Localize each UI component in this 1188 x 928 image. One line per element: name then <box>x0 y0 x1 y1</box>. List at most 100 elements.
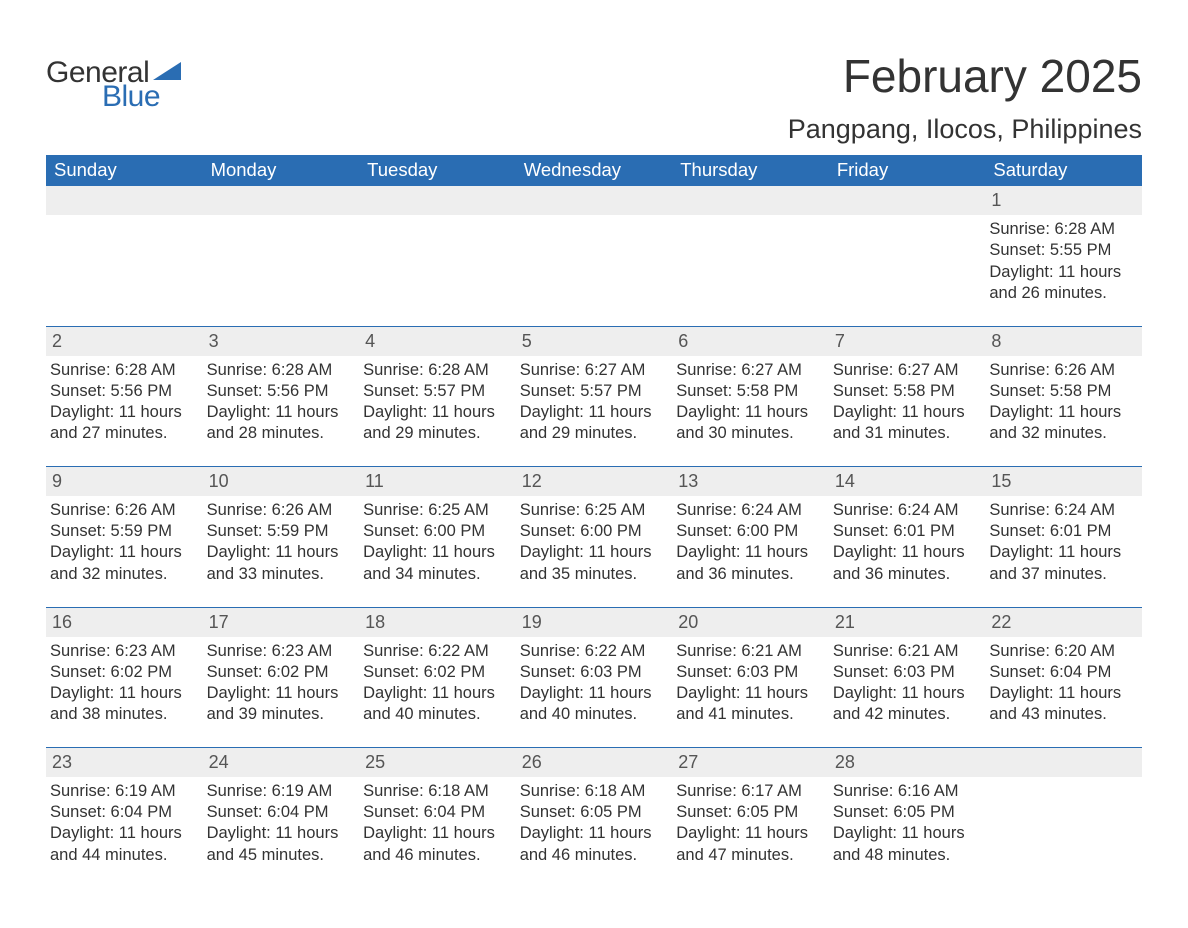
day-cell: Sunrise: 6:18 AMSunset: 6:05 PMDaylight:… <box>516 777 673 887</box>
sunrise-line: Sunrise: 6:18 AM <box>520 781 669 802</box>
sunset-line: Sunset: 5:58 PM <box>676 381 825 402</box>
day-number-row: 2345678 <box>46 327 1142 356</box>
sunset-line: Sunset: 6:04 PM <box>989 662 1138 683</box>
calendar-body: 1Sunrise: 6:28 AMSunset: 5:55 PMDaylight… <box>46 186 1142 887</box>
sunset-line: Sunset: 5:59 PM <box>50 521 199 542</box>
day-number-cell: 4 <box>359 327 516 356</box>
sunset-line: Sunset: 6:01 PM <box>989 521 1138 542</box>
day-body-row: Sunrise: 6:26 AMSunset: 5:59 PMDaylight:… <box>46 496 1142 607</box>
daylight-line-2: and 45 minutes. <box>207 845 356 866</box>
sunset-line: Sunset: 5:59 PM <box>207 521 356 542</box>
daylight-line-1: Daylight: 11 hours <box>207 683 356 704</box>
sunrise-line: Sunrise: 6:26 AM <box>207 500 356 521</box>
title-block: February 2025 Pangpang, Ilocos, Philippi… <box>788 52 1142 145</box>
day-number-row: 1 <box>46 186 1142 215</box>
empty-cell <box>203 215 360 326</box>
sunset-line: Sunset: 6:04 PM <box>50 802 199 823</box>
day-number-cell: 9 <box>46 467 203 496</box>
sunrise-line: Sunrise: 6:26 AM <box>989 360 1138 381</box>
sunrise-line: Sunrise: 6:24 AM <box>833 500 982 521</box>
sunset-line: Sunset: 6:05 PM <box>676 802 825 823</box>
daylight-line-1: Daylight: 11 hours <box>989 683 1138 704</box>
day-cell: Sunrise: 6:27 AMSunset: 5:58 PMDaylight:… <box>829 356 986 467</box>
sunset-line: Sunset: 6:02 PM <box>363 662 512 683</box>
daylight-line-2: and 37 minutes. <box>989 564 1138 585</box>
day-cell: Sunrise: 6:27 AMSunset: 5:58 PMDaylight:… <box>672 356 829 467</box>
day-number-cell: 11 <box>359 467 516 496</box>
day-cell: Sunrise: 6:24 AMSunset: 6:01 PMDaylight:… <box>985 496 1142 607</box>
daylight-line-2: and 38 minutes. <box>50 704 199 725</box>
day-number-cell: 20 <box>672 608 829 637</box>
empty-cell <box>359 186 516 215</box>
weekday-header: Tuesday <box>359 155 516 186</box>
sunrise-line: Sunrise: 6:23 AM <box>207 641 356 662</box>
empty-cell <box>985 748 1142 777</box>
day-cell: Sunrise: 6:26 AMSunset: 5:58 PMDaylight:… <box>985 356 1142 467</box>
daylight-line-1: Daylight: 11 hours <box>50 402 199 423</box>
sunrise-line: Sunrise: 6:28 AM <box>989 219 1138 240</box>
daylight-line-2: and 36 minutes. <box>676 564 825 585</box>
sunrise-line: Sunrise: 6:23 AM <box>50 641 199 662</box>
day-cell: Sunrise: 6:22 AMSunset: 6:02 PMDaylight:… <box>359 637 516 748</box>
daylight-line-1: Daylight: 11 hours <box>50 542 199 563</box>
daylight-line-2: and 36 minutes. <box>833 564 982 585</box>
sunrise-line: Sunrise: 6:28 AM <box>363 360 512 381</box>
daylight-line-2: and 35 minutes. <box>520 564 669 585</box>
weekday-header: Friday <box>829 155 986 186</box>
daylight-line-2: and 28 minutes. <box>207 423 356 444</box>
day-number-cell: 12 <box>516 467 673 496</box>
day-cell: Sunrise: 6:25 AMSunset: 6:00 PMDaylight:… <box>516 496 673 607</box>
header: General Blue February 2025 Pangpang, Ilo… <box>46 52 1142 145</box>
sunset-line: Sunset: 6:05 PM <box>833 802 982 823</box>
empty-cell <box>516 186 673 215</box>
daylight-line-2: and 48 minutes. <box>833 845 982 866</box>
daylight-line-2: and 32 minutes. <box>50 564 199 585</box>
sunset-line: Sunset: 6:04 PM <box>363 802 512 823</box>
daylight-line-2: and 32 minutes. <box>989 423 1138 444</box>
daylight-line-2: and 26 minutes. <box>989 283 1138 304</box>
daylight-line-2: and 39 minutes. <box>207 704 356 725</box>
sunset-line: Sunset: 6:01 PM <box>833 521 982 542</box>
day-body-row: Sunrise: 6:28 AMSunset: 5:55 PMDaylight:… <box>46 215 1142 326</box>
sunrise-line: Sunrise: 6:21 AM <box>833 641 982 662</box>
day-body-row: Sunrise: 6:23 AMSunset: 6:02 PMDaylight:… <box>46 637 1142 748</box>
daylight-line-2: and 46 minutes. <box>363 845 512 866</box>
empty-cell <box>829 215 986 326</box>
day-number-cell: 21 <box>829 608 986 637</box>
day-number-cell: 2 <box>46 327 203 356</box>
day-cell: Sunrise: 6:24 AMSunset: 6:00 PMDaylight:… <box>672 496 829 607</box>
sunset-line: Sunset: 6:03 PM <box>520 662 669 683</box>
sunset-line: Sunset: 5:58 PM <box>833 381 982 402</box>
daylight-line-2: and 43 minutes. <box>989 704 1138 725</box>
day-number-row: 9101112131415 <box>46 467 1142 496</box>
day-number-cell: 7 <box>829 327 986 356</box>
daylight-line-2: and 46 minutes. <box>520 845 669 866</box>
day-number-row: 232425262728 <box>46 748 1142 777</box>
sunrise-line: Sunrise: 6:28 AM <box>50 360 199 381</box>
sunrise-line: Sunrise: 6:25 AM <box>520 500 669 521</box>
day-cell: Sunrise: 6:25 AMSunset: 6:00 PMDaylight:… <box>359 496 516 607</box>
daylight-line-1: Daylight: 11 hours <box>989 542 1138 563</box>
daylight-line-2: and 47 minutes. <box>676 845 825 866</box>
sunset-line: Sunset: 6:05 PM <box>520 802 669 823</box>
daylight-line-2: and 34 minutes. <box>363 564 512 585</box>
page-root: General Blue February 2025 Pangpang, Ilo… <box>0 0 1188 928</box>
daylight-line-1: Daylight: 11 hours <box>676 683 825 704</box>
day-number-cell: 19 <box>516 608 673 637</box>
empty-cell <box>829 186 986 215</box>
sunset-line: Sunset: 6:02 PM <box>207 662 356 683</box>
day-number-cell: 14 <box>829 467 986 496</box>
day-body-row: Sunrise: 6:28 AMSunset: 5:56 PMDaylight:… <box>46 356 1142 467</box>
daylight-line-2: and 42 minutes. <box>833 704 982 725</box>
daylight-line-1: Daylight: 11 hours <box>989 262 1138 283</box>
day-number-cell: 23 <box>46 748 203 777</box>
sunrise-line: Sunrise: 6:24 AM <box>676 500 825 521</box>
empty-cell <box>516 215 673 326</box>
month-title: February 2025 <box>788 52 1142 100</box>
day-body-row: Sunrise: 6:19 AMSunset: 6:04 PMDaylight:… <box>46 777 1142 887</box>
daylight-line-2: and 29 minutes. <box>520 423 669 444</box>
daylight-line-1: Daylight: 11 hours <box>520 402 669 423</box>
daylight-line-2: and 31 minutes. <box>833 423 982 444</box>
empty-cell <box>203 186 360 215</box>
daylight-line-2: and 41 minutes. <box>676 704 825 725</box>
